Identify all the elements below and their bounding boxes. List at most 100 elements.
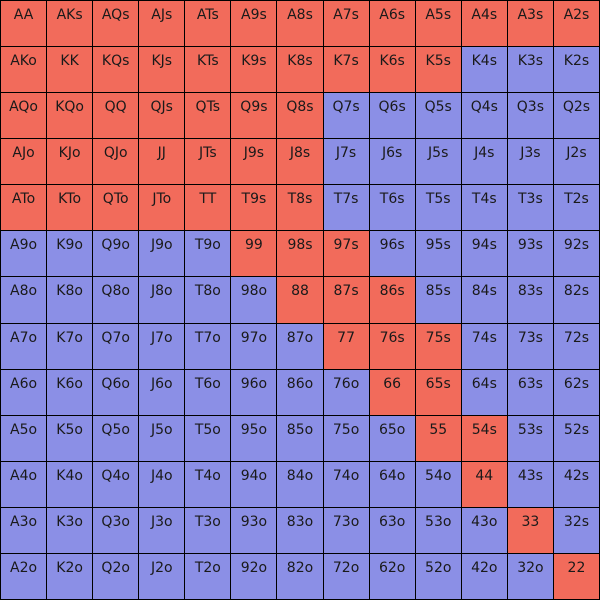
hand-cell[interactable]: AQs	[93, 1, 139, 47]
hand-cell[interactable]: QTo	[93, 185, 139, 231]
hand-cell[interactable]: 98s	[277, 231, 323, 277]
hand-cell[interactable]: 93s	[507, 231, 553, 277]
hand-cell[interactable]: 86o	[277, 369, 323, 415]
hand-cell[interactable]: 32o	[507, 553, 553, 599]
hand-cell[interactable]: QTs	[185, 93, 231, 139]
hand-cell[interactable]: KJs	[139, 47, 185, 93]
hand-cell[interactable]: Q2o	[93, 553, 139, 599]
hand-cell[interactable]: 65o	[369, 415, 415, 461]
hand-cell[interactable]: 94s	[461, 231, 507, 277]
hand-cell[interactable]: 77	[323, 323, 369, 369]
hand-cell[interactable]: KJo	[47, 139, 93, 185]
hand-cell[interactable]: QJs	[139, 93, 185, 139]
hand-cell[interactable]: K9o	[47, 231, 93, 277]
hand-cell[interactable]: 87o	[277, 323, 323, 369]
hand-cell[interactable]: T5o	[185, 415, 231, 461]
hand-cell[interactable]: ATs	[185, 1, 231, 47]
hand-cell[interactable]: JTo	[139, 185, 185, 231]
hand-cell[interactable]: J7o	[139, 323, 185, 369]
hand-cell[interactable]: 72s	[553, 323, 599, 369]
hand-cell[interactable]: Q9s	[231, 93, 277, 139]
hand-cell[interactable]: A6s	[369, 1, 415, 47]
hand-cell[interactable]: 33	[507, 507, 553, 553]
hand-cell[interactable]: J9o	[139, 231, 185, 277]
hand-cell[interactable]: J5s	[415, 139, 461, 185]
hand-cell[interactable]: AJo	[1, 139, 47, 185]
hand-cell[interactable]: K8s	[277, 47, 323, 93]
hand-cell[interactable]: 95o	[231, 415, 277, 461]
hand-cell[interactable]: 22	[553, 553, 599, 599]
hand-cell[interactable]: 66	[369, 369, 415, 415]
hand-cell[interactable]: 85o	[277, 415, 323, 461]
hand-cell[interactable]: K9s	[231, 47, 277, 93]
hand-cell[interactable]: 53s	[507, 415, 553, 461]
hand-cell[interactable]: 72o	[323, 553, 369, 599]
hand-cell[interactable]: 85s	[415, 277, 461, 323]
hand-cell[interactable]: A8o	[1, 277, 47, 323]
hand-cell[interactable]: 43o	[461, 507, 507, 553]
hand-cell[interactable]: Q5o	[93, 415, 139, 461]
hand-cell[interactable]: QQ	[93, 93, 139, 139]
hand-cell[interactable]: 65s	[415, 369, 461, 415]
hand-cell[interactable]: AKs	[47, 1, 93, 47]
hand-cell[interactable]: A5o	[1, 415, 47, 461]
hand-cell[interactable]: T7s	[323, 185, 369, 231]
hand-cell[interactable]: 62s	[553, 369, 599, 415]
hand-cell[interactable]: Q3s	[507, 93, 553, 139]
hand-cell[interactable]: KQs	[93, 47, 139, 93]
hand-cell[interactable]: 73s	[507, 323, 553, 369]
hand-cell[interactable]: 52o	[415, 553, 461, 599]
hand-cell[interactable]: 73o	[323, 507, 369, 553]
hand-cell[interactable]: 63o	[369, 507, 415, 553]
hand-cell[interactable]: 84o	[277, 461, 323, 507]
hand-cell[interactable]: K7o	[47, 323, 93, 369]
hand-cell[interactable]: AA	[1, 1, 47, 47]
hand-cell[interactable]: 97s	[323, 231, 369, 277]
hand-cell[interactable]: 64o	[369, 461, 415, 507]
hand-cell[interactable]: JJ	[139, 139, 185, 185]
hand-cell[interactable]: A8s	[277, 1, 323, 47]
hand-cell[interactable]: A9o	[1, 231, 47, 277]
hand-cell[interactable]: J3o	[139, 507, 185, 553]
hand-cell[interactable]: 82s	[553, 277, 599, 323]
hand-cell[interactable]: J6s	[369, 139, 415, 185]
hand-cell[interactable]: Q3o	[93, 507, 139, 553]
hand-cell[interactable]: 32s	[553, 507, 599, 553]
hand-cell[interactable]: T9o	[185, 231, 231, 277]
hand-cell[interactable]: 54o	[415, 461, 461, 507]
hand-cell[interactable]: A4s	[461, 1, 507, 47]
hand-cell[interactable]: 54s	[461, 415, 507, 461]
hand-cell[interactable]: T5s	[415, 185, 461, 231]
hand-cell[interactable]: KTo	[47, 185, 93, 231]
hand-cell[interactable]: K2s	[553, 47, 599, 93]
hand-cell[interactable]: 86s	[369, 277, 415, 323]
hand-cell[interactable]: 83o	[277, 507, 323, 553]
hand-cell[interactable]: A9s	[231, 1, 277, 47]
hand-cell[interactable]: 93o	[231, 507, 277, 553]
hand-cell[interactable]: T9s	[231, 185, 277, 231]
hand-cell[interactable]: Q7o	[93, 323, 139, 369]
hand-cell[interactable]: K3s	[507, 47, 553, 93]
hand-cell[interactable]: 92o	[231, 553, 277, 599]
hand-cell[interactable]: T7o	[185, 323, 231, 369]
hand-cell[interactable]: J3s	[507, 139, 553, 185]
hand-cell[interactable]: 44	[461, 461, 507, 507]
hand-cell[interactable]: T6s	[369, 185, 415, 231]
hand-cell[interactable]: K6s	[369, 47, 415, 93]
hand-cell[interactable]: A5s	[415, 1, 461, 47]
hand-cell[interactable]: Q6s	[369, 93, 415, 139]
hand-cell[interactable]: 98o	[231, 277, 277, 323]
hand-cell[interactable]: A2o	[1, 553, 47, 599]
hand-cell[interactable]: Q2s	[553, 93, 599, 139]
hand-cell[interactable]: 84s	[461, 277, 507, 323]
hand-cell[interactable]: QJo	[93, 139, 139, 185]
hand-cell[interactable]: J9s	[231, 139, 277, 185]
hand-cell[interactable]: Q4o	[93, 461, 139, 507]
hand-cell[interactable]: T2o	[185, 553, 231, 599]
hand-cell[interactable]: 94o	[231, 461, 277, 507]
hand-cell[interactable]: 74s	[461, 323, 507, 369]
hand-cell[interactable]: T6o	[185, 369, 231, 415]
hand-cell[interactable]: A3o	[1, 507, 47, 553]
hand-cell[interactable]: 99	[231, 231, 277, 277]
hand-cell[interactable]: K2o	[47, 553, 93, 599]
